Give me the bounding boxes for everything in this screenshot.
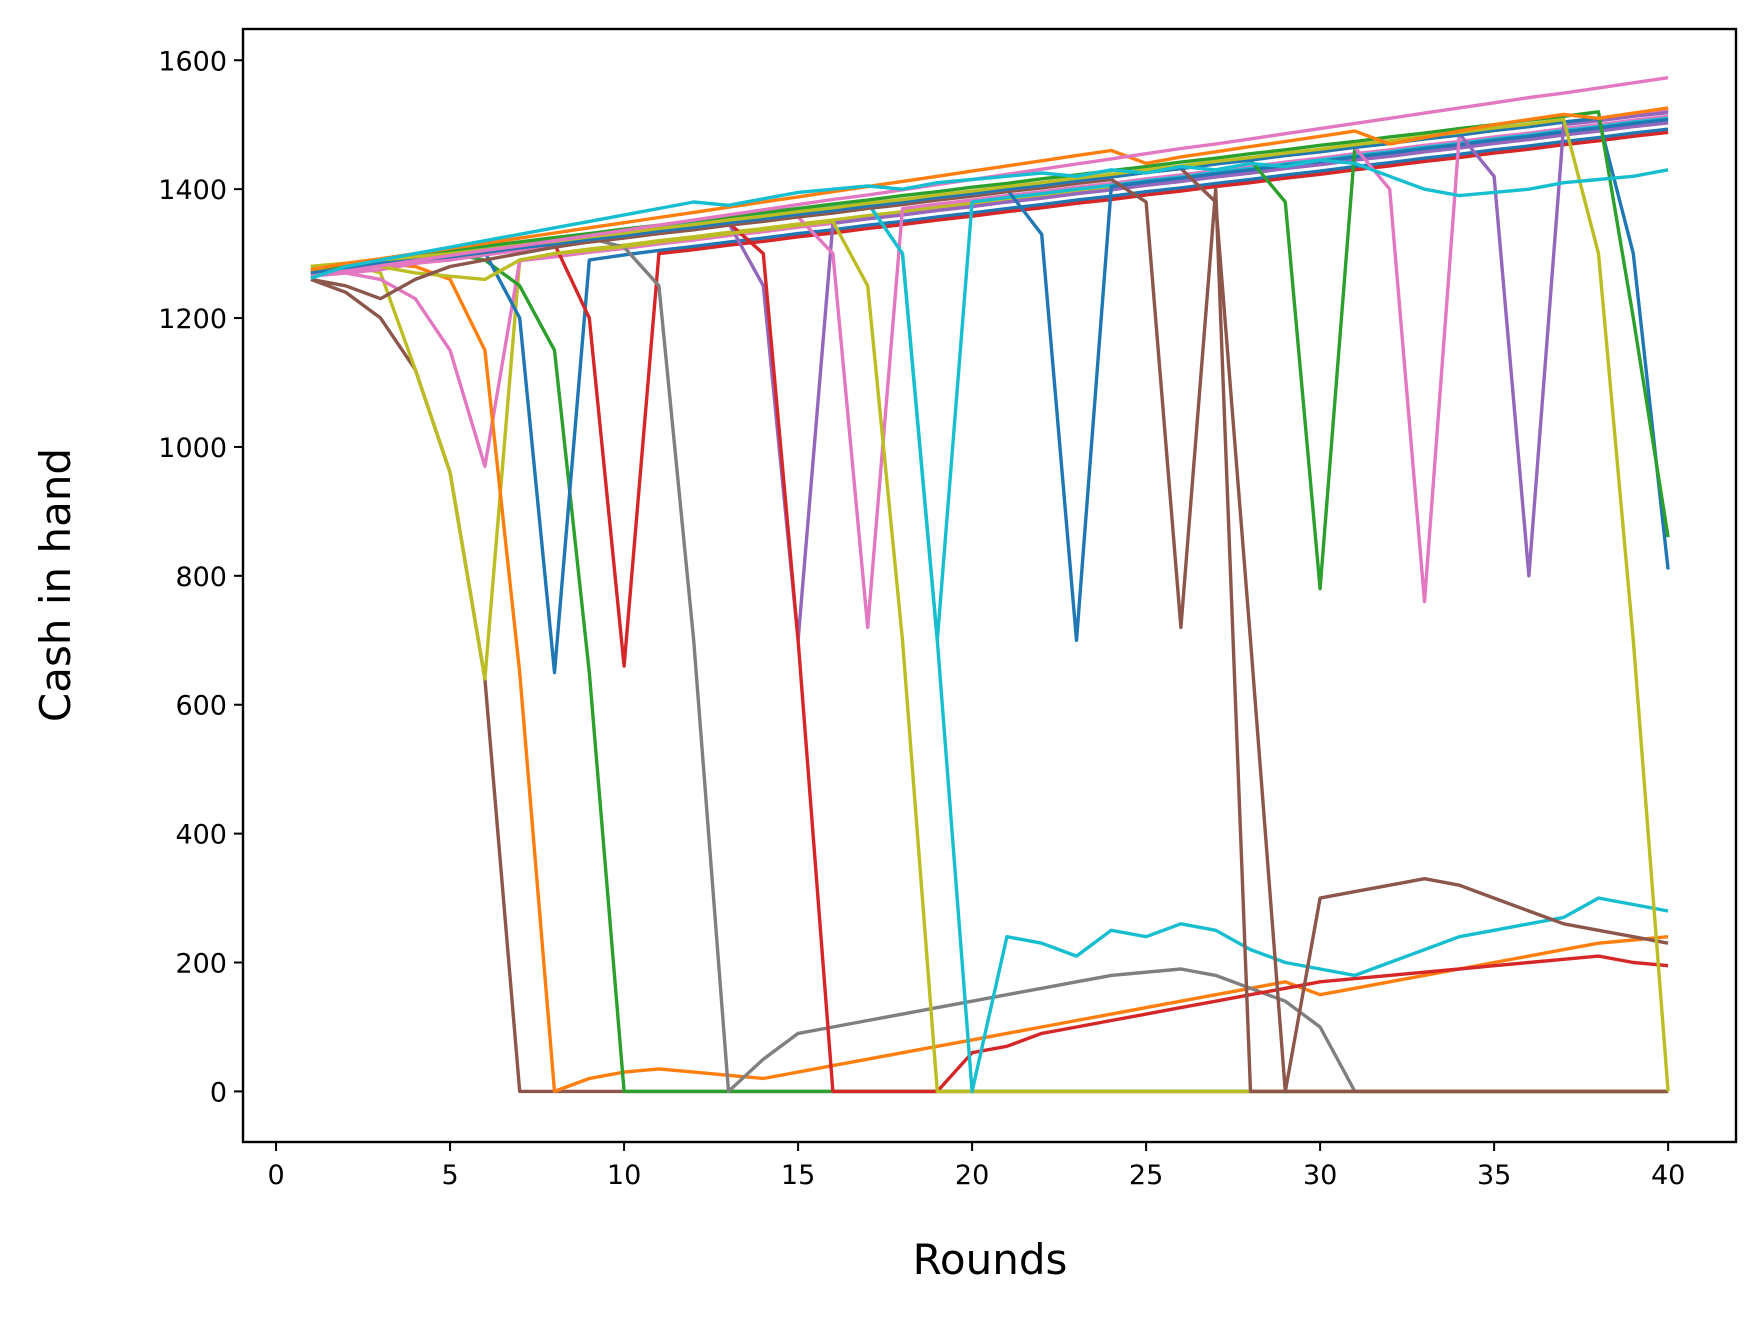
y-axis-label: Cash in hand: [31, 448, 80, 722]
y-tick-label: 1200: [158, 304, 227, 335]
series-line-20: [310, 110, 1669, 578]
series-line-21: [310, 116, 1670, 570]
series-line-10: [310, 220, 1669, 1094]
series-line-16: [310, 177, 1669, 1094]
y-axis-ticks: 0 200 400 600 800 1000 1200 1400 1600: [158, 46, 243, 1108]
series-line-5: [310, 251, 1669, 1094]
series-line-23: [310, 117, 1670, 1092]
series-line-7: [310, 130, 1669, 668]
x-tick-label: 15: [781, 1160, 815, 1191]
series-line-3: [310, 121, 1669, 468]
y-tick-label: 200: [175, 949, 227, 980]
x-tick-label: 10: [607, 1160, 641, 1191]
y-tick-label: 1000: [158, 433, 227, 464]
series-lines: [310, 76, 1670, 1094]
plot-frame: [241, 27, 1738, 1144]
series-line-11: [310, 114, 1669, 630]
series-line-24: [310, 106, 1669, 272]
y-tick-label: 1400: [158, 175, 227, 206]
x-tick-label: 5: [441, 1160, 458, 1191]
x-axis-label: Rounds: [913, 1235, 1068, 1284]
x-tick-label: 30: [1303, 1160, 1337, 1191]
y-tick-label: 0: [210, 1077, 227, 1108]
x-tick-label: 35: [1477, 1160, 1511, 1191]
series-line-8: [310, 236, 1669, 1094]
y-tick-label: 400: [175, 820, 227, 851]
series-line-18: [310, 108, 1669, 591]
series-line-6: [310, 127, 1669, 675]
x-tick-label: 25: [1129, 1160, 1163, 1191]
x-tick-label: 40: [1651, 1160, 1685, 1191]
series-line-22: [310, 110, 1670, 538]
y-tick-label: 600: [175, 691, 227, 722]
y-tick-label: 800: [175, 562, 227, 593]
x-tick-label: 0: [267, 1160, 284, 1191]
series-line-26: [310, 158, 1669, 280]
x-axis-ticks: 0 5 10 15 20 25 30 35 40: [267, 1142, 1685, 1191]
x-tick-label: 20: [955, 1160, 989, 1191]
series-line-12: [310, 219, 1669, 1094]
y-tick-label: 1600: [158, 46, 227, 77]
